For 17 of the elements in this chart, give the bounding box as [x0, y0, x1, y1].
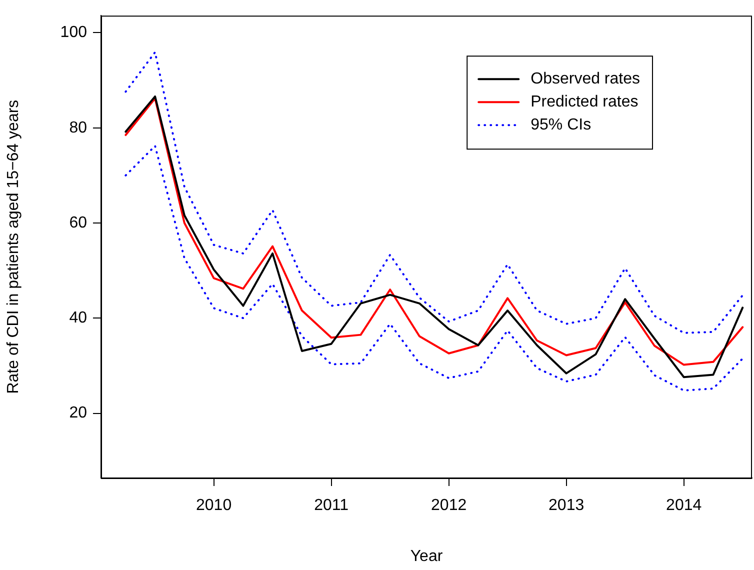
y-tick-label: 20: [69, 404, 88, 422]
x-axis-title: Year: [410, 548, 444, 565]
legend-label: 95% CIs: [530, 116, 592, 134]
legend-label: Predicted rates: [530, 94, 638, 111]
line-series: [124, 144, 744, 392]
y-tick-label: 40: [69, 310, 88, 327]
x-tick-label: 2014: [666, 497, 702, 514]
line-series: [124, 51, 744, 334]
x-tick-label: 2012: [431, 497, 467, 514]
y-tick-label: 100: [60, 24, 88, 42]
y-tick-label: 60: [69, 214, 88, 232]
y-axis-title: Rate of CDI in patients aged 15−64 years: [5, 100, 22, 394]
legend-label: Observed rates: [530, 70, 640, 88]
y-tick-label: 80: [69, 119, 88, 136]
x-tick-label: 2010: [196, 497, 232, 514]
x-tick-label: 2011: [314, 497, 349, 514]
x-tick-label: 2013: [548, 497, 584, 514]
